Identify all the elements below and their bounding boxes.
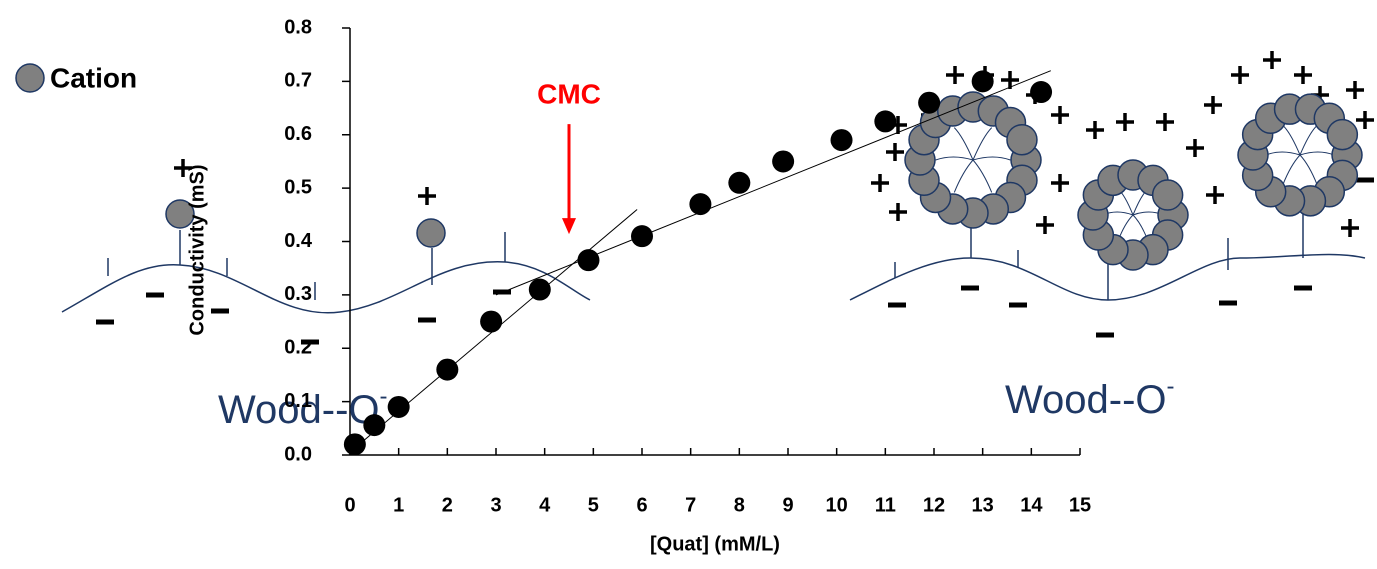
- x-tick-label: 11: [875, 494, 896, 516]
- micelle: [1077, 159, 1189, 271]
- head: [1326, 118, 1359, 151]
- tail: [1299, 151, 1335, 156]
- plus-sign: [1186, 139, 1204, 157]
- tail: [1299, 154, 1318, 185]
- plus-sign: [1086, 121, 1104, 139]
- tail: [1299, 125, 1318, 156]
- x-tick-label: 1: [393, 494, 404, 516]
- plus-sign: [1294, 66, 1312, 84]
- data-point: [772, 150, 795, 173]
- micelle: [1237, 93, 1363, 217]
- y-tick-label: 0.7: [284, 70, 312, 92]
- wood-surface: [61, 261, 591, 314]
- plus-sign: [889, 203, 907, 221]
- tail: [972, 127, 993, 161]
- data-point: [728, 171, 751, 194]
- data-point: [363, 414, 386, 437]
- data-point: [528, 278, 551, 301]
- x-tick-label: 4: [539, 494, 551, 516]
- head: [1151, 179, 1184, 211]
- x-tick-label: 3: [490, 494, 501, 516]
- tail: [953, 127, 974, 161]
- x-tick-label: 15: [1069, 494, 1091, 516]
- data-point: [387, 395, 410, 418]
- tail: [1282, 125, 1301, 156]
- x-tick-label: 12: [923, 494, 945, 516]
- surface-label: Wood--O-: [218, 383, 388, 431]
- data-point: [830, 129, 853, 152]
- plus-sign: [1116, 113, 1134, 131]
- plus-sign: [1156, 113, 1174, 131]
- plus-sign: [886, 143, 904, 161]
- annotation-arrowhead: [562, 218, 576, 235]
- plus-sign: [1036, 216, 1054, 234]
- data-point: [343, 433, 366, 456]
- y-tick-label: 0.4: [284, 230, 313, 252]
- x-tick-label: 6: [636, 494, 647, 516]
- diagram: [61, 51, 1374, 345]
- plus-sign: [1356, 111, 1374, 129]
- data-point: [436, 358, 459, 381]
- y-tick-label: 0.2: [284, 337, 312, 359]
- plus-sign: [1346, 81, 1364, 99]
- tail: [1282, 154, 1301, 185]
- data-point: [577, 249, 600, 272]
- plus-sign: [1263, 51, 1281, 69]
- y-tick-label: 0.1: [284, 390, 312, 412]
- plus-sign: [1001, 71, 1019, 89]
- plus-sign: [1204, 96, 1222, 114]
- tail: [972, 156, 1011, 161]
- surface-label-sup: -: [380, 383, 388, 410]
- x-tick-label: 5: [588, 494, 599, 516]
- x-tick-label: 7: [685, 494, 696, 516]
- x-tick-label: 0: [344, 494, 355, 516]
- plus-sign: [1231, 66, 1249, 84]
- data-point: [971, 70, 994, 93]
- legend-marker: [15, 63, 45, 93]
- x-tick-label: 2: [442, 494, 453, 516]
- tail: [972, 159, 993, 193]
- x-tick-label: 9: [782, 494, 793, 516]
- micelle: [904, 91, 1042, 229]
- y-axis-label: Conductivity (mS): [186, 164, 208, 335]
- y-tick-label: 0.5: [284, 176, 312, 198]
- x-tick-label: 13: [972, 494, 994, 516]
- y-tick-label: 0.3: [284, 283, 312, 305]
- surface-label-text: Wood--O: [218, 388, 380, 432]
- tail: [953, 159, 974, 193]
- plus-sign: [174, 159, 192, 177]
- surface-label-text: Wood--O: [1005, 378, 1167, 422]
- plus-sign: [1051, 106, 1069, 124]
- data-point: [918, 91, 941, 114]
- legend-label: Cation: [50, 62, 137, 93]
- x-tick-label: 14: [1020, 494, 1043, 516]
- surface-label: Wood--O-: [1005, 373, 1175, 421]
- data-point: [480, 310, 503, 333]
- cation: [416, 218, 446, 248]
- plus-sign: [1051, 174, 1069, 192]
- head: [1006, 123, 1038, 156]
- y-tick-label: 0.6: [284, 123, 312, 145]
- data-point: [874, 110, 897, 133]
- x-tick-label: 10: [826, 494, 848, 516]
- data-point: [689, 193, 712, 216]
- tail: [1265, 151, 1301, 156]
- surface-label-sup: -: [1167, 373, 1175, 400]
- plus-sign: [946, 66, 964, 84]
- x-tick-label: 8: [734, 494, 745, 516]
- plus-sign: [1206, 186, 1224, 204]
- data-point: [631, 225, 653, 248]
- y-tick-label: 0.0: [284, 443, 312, 465]
- y-tick-label: 0.8: [284, 16, 312, 38]
- annotation: CMC: [537, 79, 601, 110]
- data-point: [1030, 81, 1053, 104]
- plus-sign: [871, 174, 889, 192]
- tail: [935, 156, 974, 161]
- x-axis-label: [Quat] (mM/L): [650, 533, 780, 555]
- cation: [165, 199, 195, 229]
- plus-sign: [1341, 219, 1359, 237]
- plus-sign: [418, 187, 436, 205]
